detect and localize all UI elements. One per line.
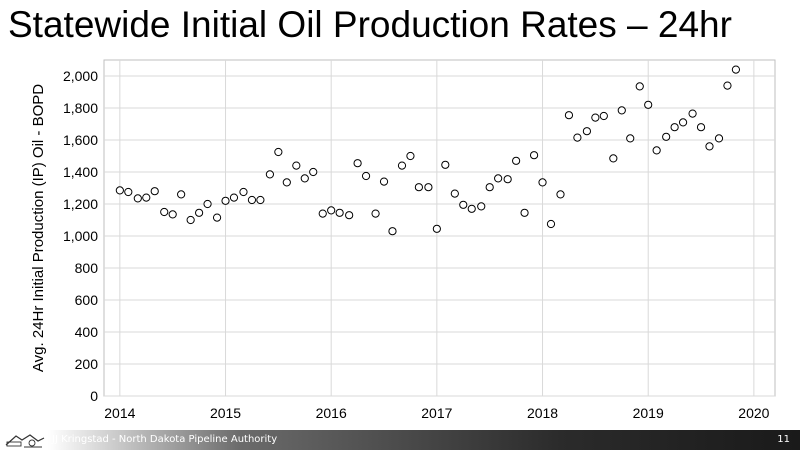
- x-tick-label: 2015: [210, 405, 241, 421]
- data-point: [520, 208, 529, 217]
- data-point: [124, 187, 133, 197]
- data-point: [327, 206, 336, 215]
- data-point: [221, 196, 230, 205]
- y-tick-label: 600: [75, 292, 99, 308]
- x-tick-label: 2019: [633, 405, 664, 421]
- x-tick-label: 2020: [738, 405, 769, 421]
- y-tick-label: 0: [90, 388, 98, 404]
- data-point: [379, 177, 389, 186]
- data-point: [705, 142, 714, 151]
- y-tick-label: 1,000: [63, 228, 98, 244]
- data-point: [353, 159, 362, 168]
- data-point: [652, 146, 661, 155]
- data-point: [274, 147, 283, 157]
- data-point: [494, 174, 503, 183]
- data-point: [388, 227, 397, 236]
- data-point: [662, 132, 671, 141]
- data-point: [477, 202, 486, 211]
- x-tick-label: 2018: [527, 405, 558, 421]
- data-point: [485, 183, 494, 192]
- y-tick-label: 1,400: [63, 164, 98, 180]
- data-point: [503, 175, 512, 184]
- data-point: [591, 113, 600, 122]
- data-point: [467, 204, 476, 213]
- data-point: [414, 183, 423, 192]
- data-point: [115, 186, 124, 195]
- y-tick-label: 400: [75, 324, 99, 340]
- data-point: [556, 190, 565, 199]
- data-point: [406, 151, 415, 161]
- data-point: [546, 219, 556, 229]
- page-number: 11: [777, 434, 790, 445]
- data-point: [335, 208, 344, 217]
- data-point: [696, 123, 706, 132]
- data-point: [150, 187, 159, 196]
- data-point: [670, 123, 679, 132]
- data-point: [133, 194, 142, 203]
- data-point: [688, 109, 697, 118]
- data-point: [529, 151, 539, 160]
- y-tick-label: 200: [75, 356, 99, 372]
- data-point: [186, 215, 195, 225]
- y-tick-label: 1,800: [63, 100, 98, 116]
- data-point: [731, 65, 741, 74]
- y-tick-label: 1,600: [63, 132, 98, 148]
- y-axis-label: Avg. 24Hr Initial Production (IP) Oil - …: [30, 84, 47, 372]
- x-tick-label: 2016: [316, 405, 347, 421]
- data-point: [538, 178, 547, 187]
- data-point: [177, 190, 186, 199]
- slide-title: Statewide Initial Oil Production Rates –…: [8, 4, 732, 45]
- data-point: [371, 209, 380, 218]
- data-point: [450, 189, 459, 198]
- data-point: [635, 82, 644, 91]
- data-point: [247, 195, 257, 205]
- data-point: [282, 178, 291, 187]
- y-tick-label: 1,200: [63, 196, 98, 212]
- data-point: [459, 200, 468, 209]
- data-point: [599, 111, 608, 121]
- data-point: [424, 183, 433, 192]
- footer-credit: JJ Kringstad - North Dakota Pipeline Aut…: [52, 434, 278, 445]
- data-point: [168, 210, 177, 219]
- data-point: [239, 187, 248, 197]
- footer-bar: JJ Kringstad - North Dakota Pipeline Aut…: [0, 430, 800, 450]
- data-point: [432, 224, 441, 233]
- data-point: [361, 171, 371, 181]
- data-point: [678, 118, 688, 127]
- pipeline-authority-logo-icon: [5, 434, 45, 448]
- data-point: [723, 81, 732, 90]
- data-point: [195, 208, 204, 217]
- data-point: [345, 211, 354, 220]
- data-point: [318, 209, 327, 218]
- data-point: [644, 100, 653, 109]
- data-point: [160, 207, 169, 217]
- data-point: [609, 154, 618, 163]
- data-point: [203, 199, 212, 209]
- data-point: [397, 161, 407, 170]
- y-tick-label: 800: [75, 260, 99, 276]
- data-point: [265, 170, 275, 179]
- data-point: [309, 167, 318, 177]
- y-tick-label: 2,000: [63, 68, 98, 84]
- data-point: [714, 134, 724, 143]
- x-tick-label: 2014: [104, 405, 135, 421]
- data-point: [292, 161, 301, 170]
- data-point: [142, 193, 151, 202]
- data-point: [212, 213, 222, 222]
- x-tick-label: 2017: [421, 405, 452, 421]
- data-point: [582, 127, 592, 136]
- data-point: [564, 111, 574, 120]
- data-point: [441, 160, 450, 169]
- data-point: [617, 106, 626, 115]
- data-point: [256, 195, 265, 205]
- data-point: [512, 156, 521, 165]
- data-point: [573, 133, 582, 142]
- data-point: [626, 134, 635, 143]
- data-point: [300, 174, 309, 183]
- data-point: [229, 193, 239, 202]
